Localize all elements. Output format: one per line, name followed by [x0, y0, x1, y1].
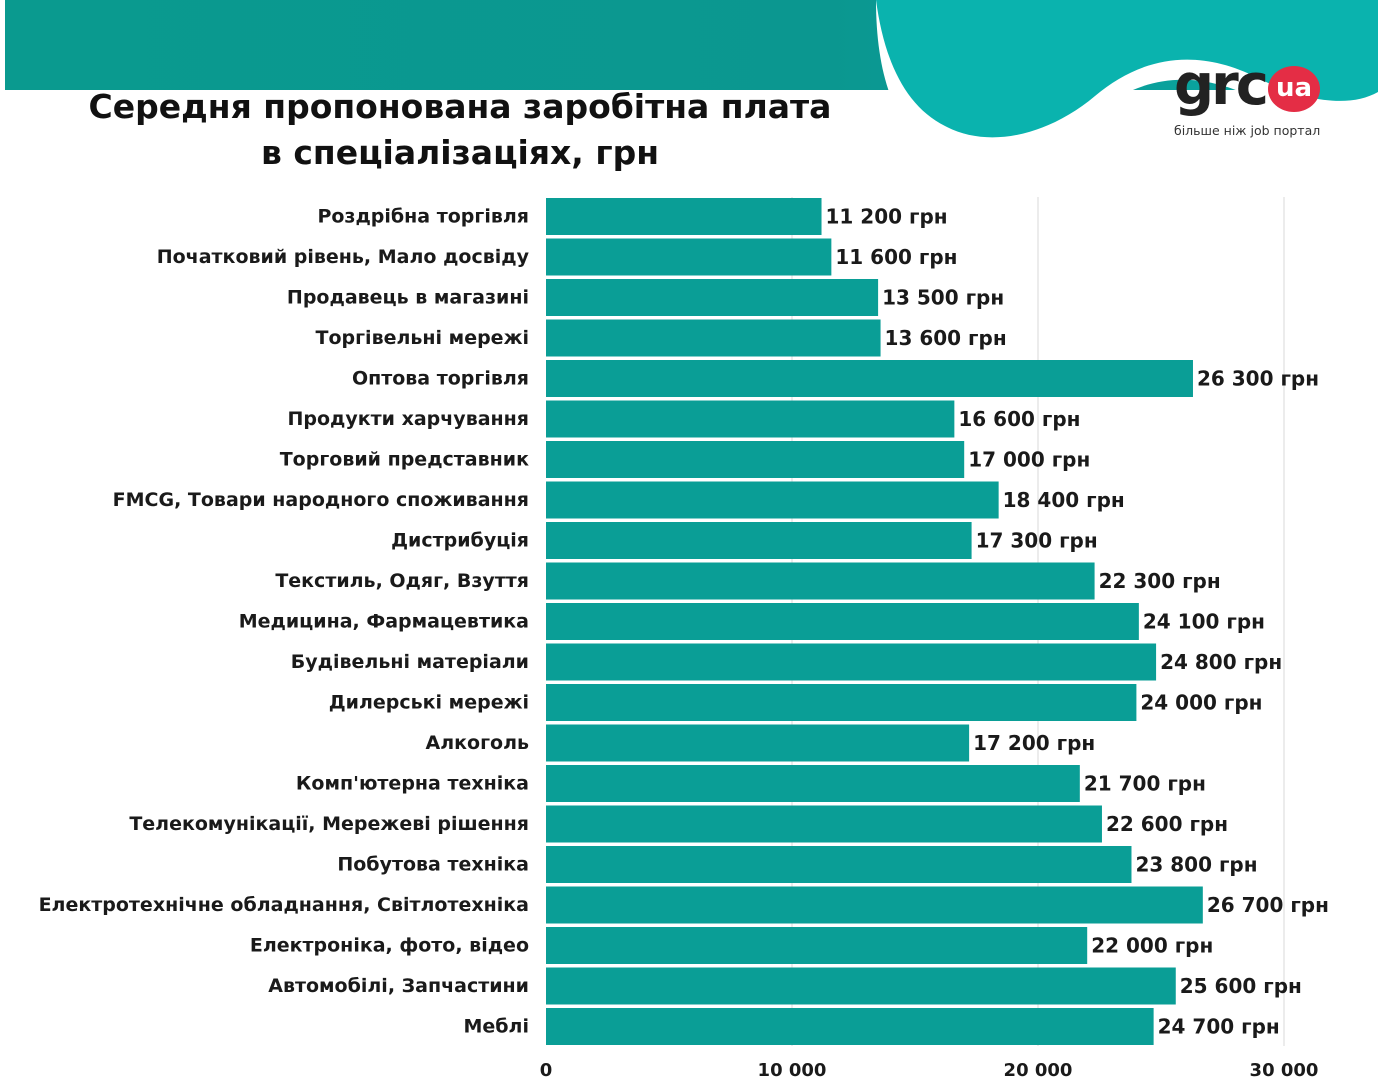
bar: [546, 562, 1095, 600]
data-label: 23 800 грн: [1135, 853, 1257, 877]
category-label: FMCG, Товари народного споживання: [113, 489, 529, 511]
category-label: Текстиль, Одяг, Взуття: [275, 570, 529, 592]
x-tick-label: 30 000: [1250, 1060, 1319, 1080]
bar: [546, 684, 1137, 721]
bar: [546, 360, 1193, 397]
category-label: Комп'ютерна техніка: [296, 773, 529, 795]
bar: [546, 643, 1157, 681]
data-label: 16 600 грн: [958, 407, 1080, 431]
bar: [546, 765, 1080, 802]
category-label: Дистрибуція: [391, 530, 529, 552]
data-label: 22 000 грн: [1091, 934, 1213, 958]
category-label: Будівельні матеріали: [291, 651, 529, 673]
bar: [546, 603, 1139, 640]
decorative-wave: [876, 0, 1378, 161]
data-label: 13 500 грн: [882, 286, 1004, 310]
x-tick-label: 20 000: [1004, 1060, 1073, 1080]
data-label: 24 100 грн: [1143, 610, 1265, 634]
category-label: Роздрібна торгівля: [317, 206, 529, 228]
bar: [546, 319, 881, 357]
bar: [546, 1008, 1154, 1045]
bar: [546, 886, 1203, 924]
bar: [546, 967, 1176, 1005]
bar: [546, 927, 1088, 964]
logo-badge: ua: [1268, 66, 1320, 112]
category-label: Торгівельні мережі: [316, 327, 529, 349]
data-label: 22 600 грн: [1106, 812, 1228, 836]
data-label: 18 400 грн: [1003, 488, 1125, 512]
category-label: Медицина, Фармацевтика: [239, 611, 529, 633]
data-label: 24 800 грн: [1160, 650, 1282, 674]
chart-title: Середня пропонована заробітна плата в сп…: [40, 84, 880, 176]
category-label: Побутова техніка: [337, 854, 529, 876]
category-label: Дилерські мережі: [329, 692, 529, 714]
data-label: 24 000 грн: [1140, 691, 1262, 715]
bar: [546, 805, 1102, 843]
bar: [546, 198, 822, 235]
category-label: Меблі: [464, 1016, 530, 1038]
data-label: 11 200 грн: [826, 205, 948, 229]
category-label: Початковий рівень, Мало досвіду: [157, 246, 530, 268]
bar: [546, 846, 1132, 883]
logo-brand: grc: [1174, 53, 1269, 118]
category-label: Електротехнічне обладнання, Світлотехнік…: [39, 894, 529, 916]
title-line-2: в спеціалізаціях, грн: [260, 133, 659, 172]
data-label: 25 600 грн: [1180, 974, 1302, 998]
category-label: Електроніка, фото, відео: [250, 935, 529, 957]
data-label: 24 700 грн: [1158, 1015, 1280, 1039]
data-label: 26 300 грн: [1197, 367, 1319, 391]
title-line-1: Середня пропонована заробітна плата: [88, 87, 832, 126]
data-label: 17 200 грн: [973, 731, 1095, 755]
category-label: Автомобілі, Запчастини: [268, 975, 529, 997]
data-label: 11 600 грн: [835, 245, 957, 269]
data-label: 22 300 грн: [1099, 569, 1221, 593]
bar: [546, 400, 955, 438]
bar: [546, 279, 879, 316]
bar: [546, 724, 970, 762]
data-label: 13 600 грн: [885, 326, 1007, 350]
x-tick-label: 10 000: [758, 1060, 827, 1080]
data-label: 17 000 грн: [968, 448, 1090, 472]
bar: [546, 441, 965, 478]
data-label: 17 300 грн: [976, 529, 1098, 553]
category-label: Продукти харчування: [287, 408, 529, 430]
data-label: 26 700 грн: [1207, 893, 1329, 917]
logo-tagline: більше ніж job портал: [1174, 123, 1321, 138]
category-label: Продавець в магазині: [287, 287, 529, 309]
data-label: 21 700 грн: [1084, 772, 1206, 796]
category-label: Телекомунікації, Мережеві рішення: [129, 813, 529, 835]
category-label: Оптова торгівля: [352, 368, 529, 390]
bar: [546, 522, 972, 559]
x-tick-label: 0: [540, 1060, 553, 1080]
category-label: Торговий представник: [280, 449, 529, 471]
category-label: Алкоголь: [426, 732, 529, 754]
bar: [546, 481, 999, 519]
grc-logo: grc ua більше ніж job портал: [1172, 56, 1342, 142]
bar: [546, 238, 832, 276]
